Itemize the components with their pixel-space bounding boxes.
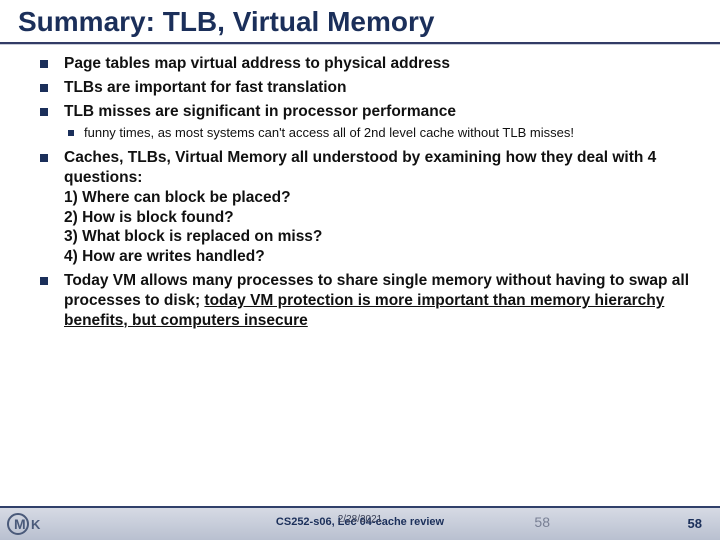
sub-bullet-list: funny times, as most systems can't acces… [64, 125, 690, 142]
bullet-text: Caches, TLBs, Virtual Memory all underst… [64, 148, 690, 188]
question-line: 4) How are writes handled? [64, 247, 690, 267]
svg-text:M: M [14, 516, 26, 532]
bullet-item: TLBs are important for fast translation [40, 78, 690, 98]
bullet-text: TLB misses are significant in processor … [64, 103, 456, 120]
page-number: 58 [688, 516, 702, 531]
footer-center: 2/28/2021 CS252-s06, Lec 04-cache review [276, 512, 444, 530]
slide-title: Summary: TLB, Virtual Memory [18, 6, 434, 38]
page-number-ghost: 58 [534, 514, 550, 530]
slide-footer: M K 2/28/2021 CS252-s06, Lec 04-cache re… [0, 506, 720, 540]
title-bar: Summary: TLB, Virtual Memory [0, 0, 720, 42]
bullet-item: TLB misses are significant in processor … [40, 102, 690, 142]
slide-body: Page tables map virtual address to physi… [0, 44, 720, 506]
footer-date: 2/28/2021 [338, 514, 383, 525]
svg-text:K: K [31, 517, 41, 532]
bullet-list: Page tables map virtual address to physi… [40, 54, 690, 331]
bullet-item: Page tables map virtual address to physi… [40, 54, 690, 74]
question-line: 3) What block is replaced on miss? [64, 227, 690, 247]
question-line: 2) How is block found? [64, 208, 690, 228]
bullet-item: Today VM allows many processes to share … [40, 271, 690, 330]
bullet-item: Caches, TLBs, Virtual Memory all underst… [40, 148, 690, 267]
question-line: 1) Where can block be placed? [64, 188, 690, 208]
slide: Summary: TLB, Virtual Memory Page tables… [0, 0, 720, 540]
publisher-logo: M K [4, 511, 58, 537]
sub-bullet-item: funny times, as most systems can't acces… [64, 125, 690, 142]
